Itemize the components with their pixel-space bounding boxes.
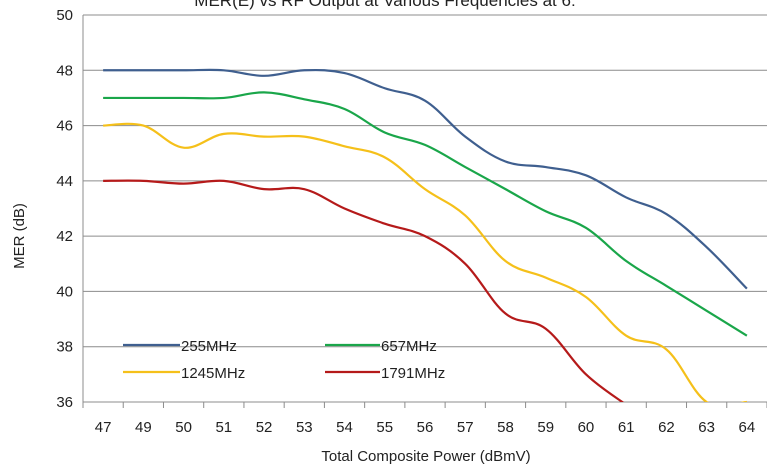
y-tick-label: 50	[56, 7, 73, 24]
series-line-1791MHz	[103, 179, 625, 402]
y-tick-label: 44	[56, 173, 73, 190]
series-lines	[103, 68, 748, 402]
series-line-1245MHz	[103, 122, 747, 402]
y-tick-label: 36	[56, 394, 73, 411]
legend-label: 657MHz	[381, 338, 437, 355]
chart-title: MER(E) vs RF Output at Various Frequenci…	[194, 0, 575, 10]
y-tick-label: 46	[56, 118, 73, 135]
x-tick-label: 50	[175, 419, 192, 436]
legend: 255MHz 657MHz 1245MHz 1791MHz	[123, 338, 445, 382]
legend-label: 1791MHz	[381, 365, 445, 382]
x-tick-label: 61	[618, 419, 635, 436]
series-line-657MHz	[103, 91, 748, 337]
series-line-255MHz	[103, 68, 748, 290]
x-tick-label: 52	[256, 419, 273, 436]
x-tick-label: 57	[457, 419, 474, 436]
legend-label: 255MHz	[181, 338, 237, 355]
y-tick-label: 40	[56, 283, 73, 300]
x-tick-label: 58	[497, 419, 514, 436]
x-tick-label: 56	[417, 419, 434, 436]
y-tick-labels: 36 38 40 42 44 46 48 50	[56, 7, 73, 411]
x-axis-title: Total Composite Power (dBmV)	[321, 448, 530, 465]
x-tick-label: 60	[578, 419, 595, 436]
x-tick-label: 54	[336, 419, 353, 436]
x-tick-label: 59	[537, 419, 554, 436]
x-tick-label: 47	[95, 419, 112, 436]
x-tick-label: 63	[698, 419, 715, 436]
y-tick-label: 42	[56, 228, 73, 245]
legend-label: 1245MHz	[181, 365, 245, 382]
y-tick-label: 38	[56, 339, 73, 356]
x-tick-label: 51	[215, 419, 232, 436]
y-tick-label: 48	[56, 62, 73, 79]
y-axis-title: MER (dB)	[11, 203, 28, 269]
x-tick-labels: 47 49 50 51 52 53 54 55 56 57 58 59 60 61 62 63 64	[95, 419, 755, 436]
x-tick-label: 49	[135, 419, 152, 436]
x-tick-label: 55	[376, 419, 393, 436]
x-tick-label: 64	[739, 419, 756, 436]
x-tick-label: 53	[296, 419, 313, 436]
x-tick-label: 62	[658, 419, 675, 436]
